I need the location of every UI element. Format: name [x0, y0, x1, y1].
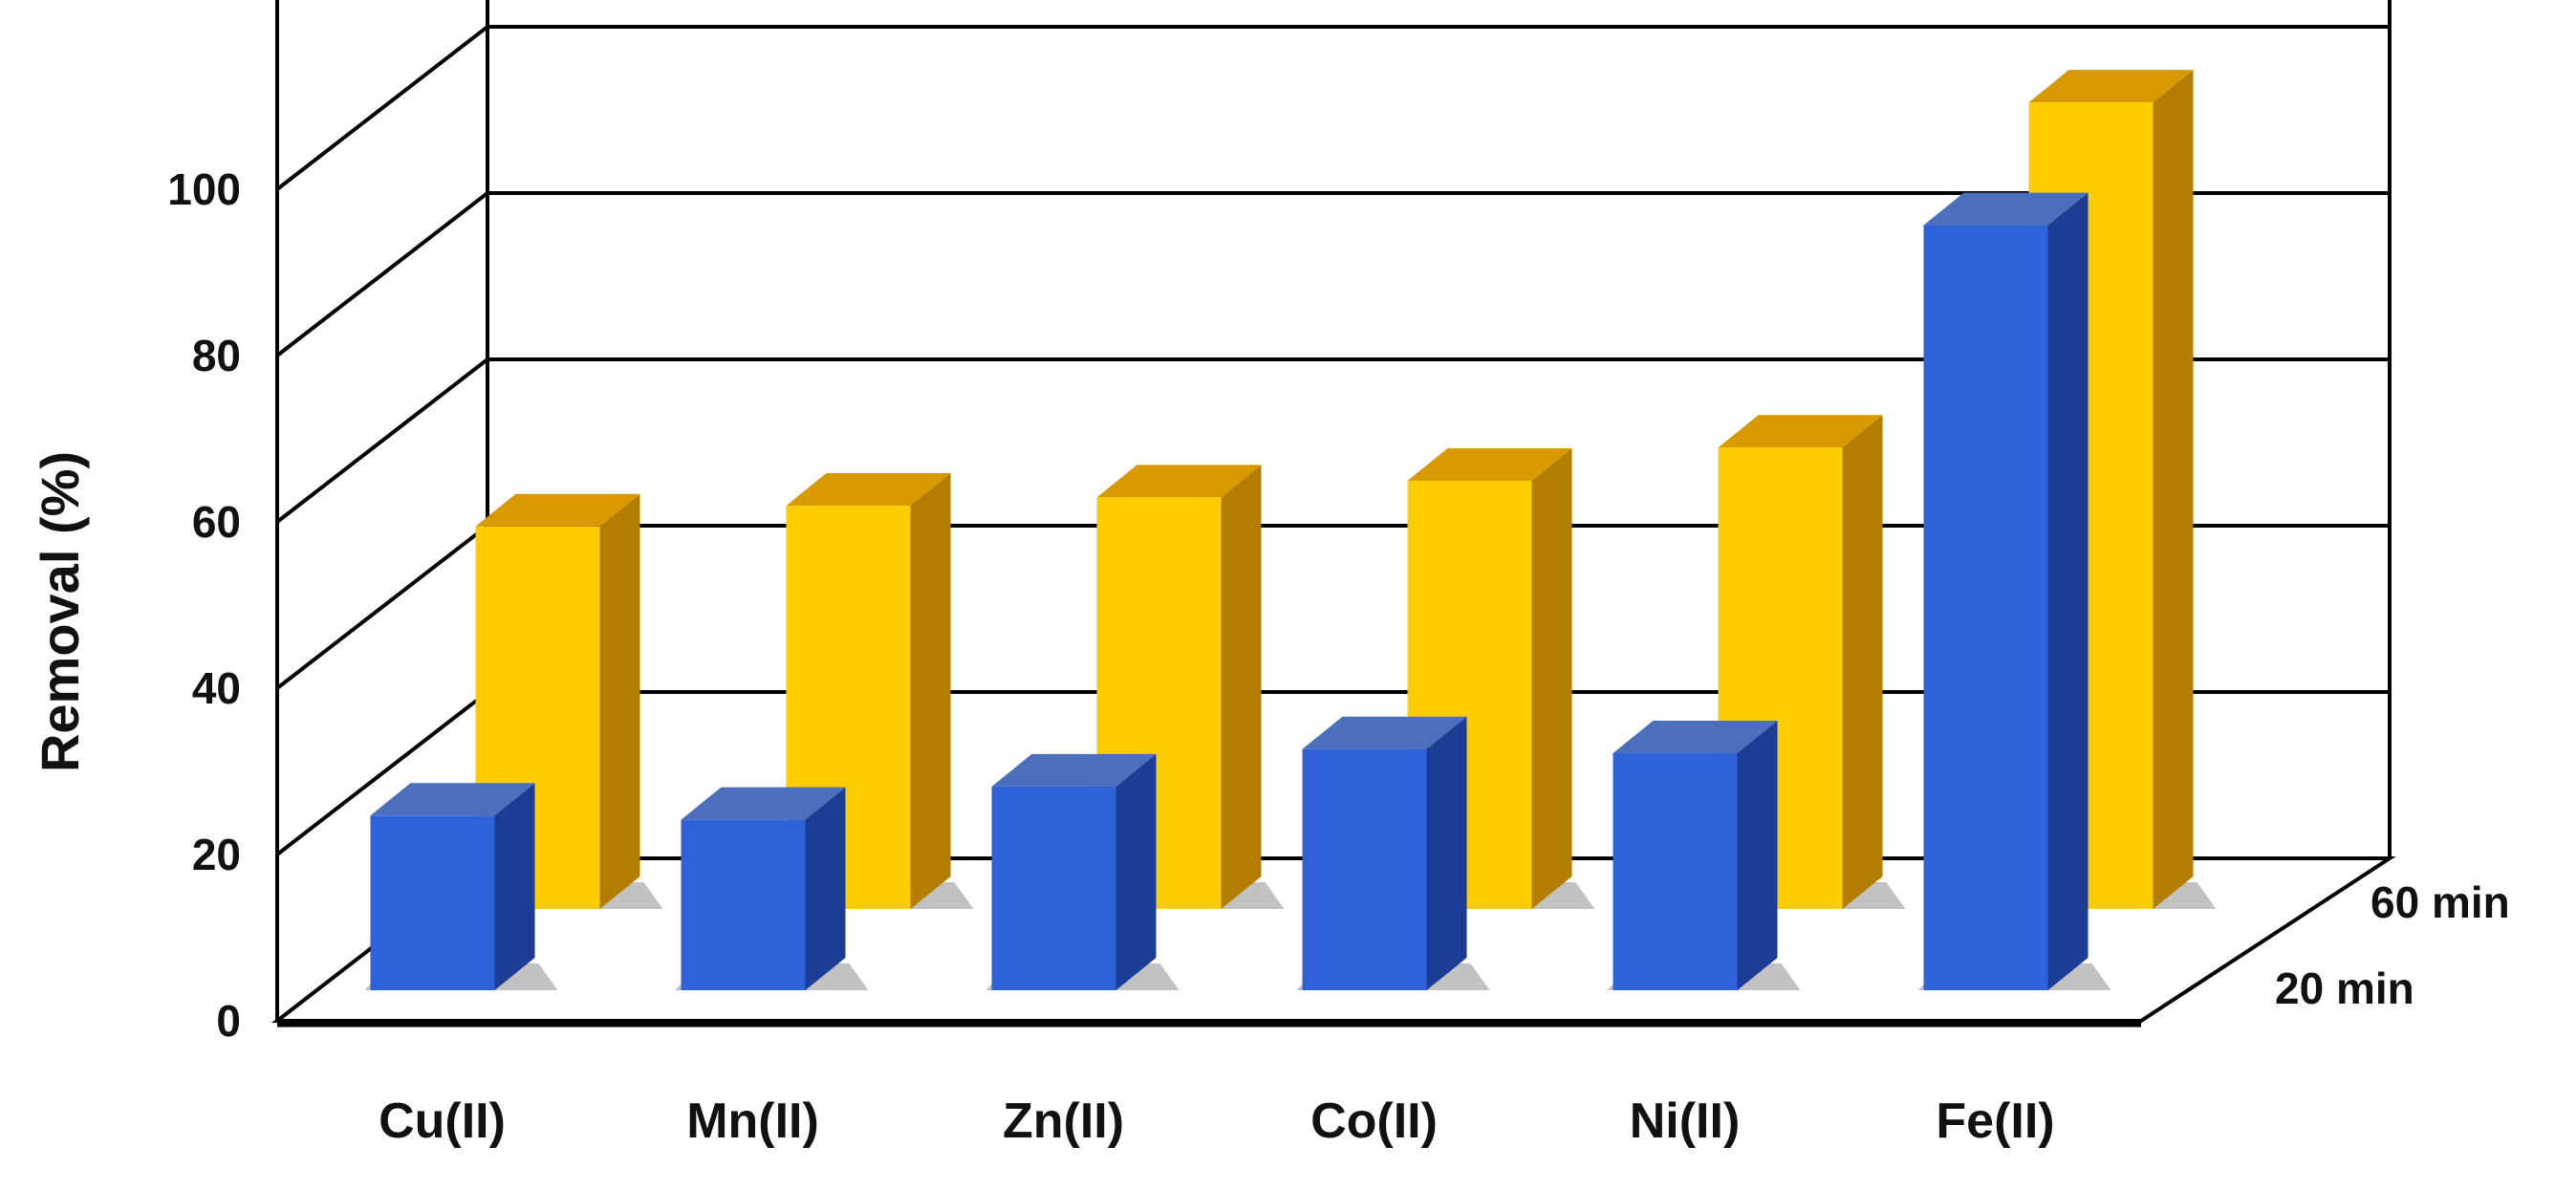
bar-top-face — [681, 787, 846, 820]
bar-side-face — [805, 787, 846, 990]
bar-top-face — [1613, 721, 1778, 753]
bar-front-face — [681, 819, 806, 990]
bar-60-min-0 — [469, 493, 663, 909]
bar-side-face — [1737, 721, 1778, 990]
x-tick-label: Co(II) — [1310, 1093, 1438, 1149]
bar-top-face — [786, 473, 951, 506]
x-tick-label: Fe(II) — [1936, 1093, 2054, 1149]
bar-20-min-3 — [1296, 716, 1490, 990]
bar-top-face — [1096, 465, 1262, 498]
y-tick-40: 40 — [192, 663, 241, 713]
bar-front-face — [991, 786, 1116, 990]
bar-top-face — [370, 783, 535, 816]
bar-top-face — [2028, 70, 2194, 103]
bar-side-face — [1115, 753, 1157, 990]
bar-side-face — [1221, 465, 1262, 909]
bar-20-min-4 — [1607, 721, 1801, 990]
bar-front-face — [1613, 753, 1738, 990]
series-label: 60 min — [2370, 877, 2510, 927]
bar-side-face — [494, 783, 535, 990]
y-tick-100: 100 — [167, 164, 241, 214]
y-tick-0: 0 — [216, 996, 241, 1046]
bar-side-face — [910, 473, 951, 909]
y-tick-60: 60 — [192, 497, 241, 547]
x-tick-label: Cu(II) — [379, 1093, 506, 1149]
gridline-60 — [275, 357, 2390, 524]
bar-top-face — [1923, 192, 2089, 226]
y-tick-80: 80 — [192, 331, 241, 380]
gridline-80 — [275, 191, 2390, 357]
bar-side-face — [599, 493, 640, 909]
bar-top-face — [1407, 448, 1572, 481]
gridline-100 — [275, 25, 2390, 191]
bar-side-face — [1842, 415, 1883, 909]
bar-top-face — [475, 493, 640, 527]
bar-side-face — [2047, 192, 2089, 991]
bar-side-face — [1426, 716, 1467, 990]
bar-front-face — [1302, 748, 1427, 990]
x-tick-label: Mn(II) — [686, 1093, 819, 1149]
bar-top-face — [1718, 415, 1883, 448]
bar-front-face — [1923, 225, 2048, 991]
bar-20-min-5 — [1917, 192, 2111, 991]
x-tick-label: Ni(II) — [1630, 1093, 1741, 1149]
bar-top-face — [1302, 716, 1467, 749]
category-labels: Cu(II) Mn(II) Zn(II) Co(II) Ni(II) Fe(II) — [379, 1093, 2055, 1149]
bar-side-face — [2153, 70, 2194, 910]
bar-60-min-4 — [1712, 415, 1906, 909]
bar-side-face — [1531, 448, 1572, 909]
bar-20-min-1 — [675, 787, 869, 990]
bar-top-face — [991, 753, 1157, 787]
y-axis-title: Removal (%) — [30, 451, 90, 772]
series-label: 20 min — [2275, 963, 2414, 1013]
bar-front-face — [370, 815, 495, 990]
y-tick-20: 20 — [192, 830, 241, 879]
x-tick-label: Zn(II) — [1003, 1093, 1124, 1149]
series-depth-labels: 20 min 60 min — [2275, 877, 2510, 1013]
y-tick-labels: 0 20 40 60 80 100 — [167, 164, 241, 1046]
bar-60-min-2 — [1091, 465, 1285, 909]
bar-20-min-2 — [985, 753, 1180, 990]
bar-20-min-0 — [364, 783, 558, 990]
bars — [364, 70, 2217, 991]
